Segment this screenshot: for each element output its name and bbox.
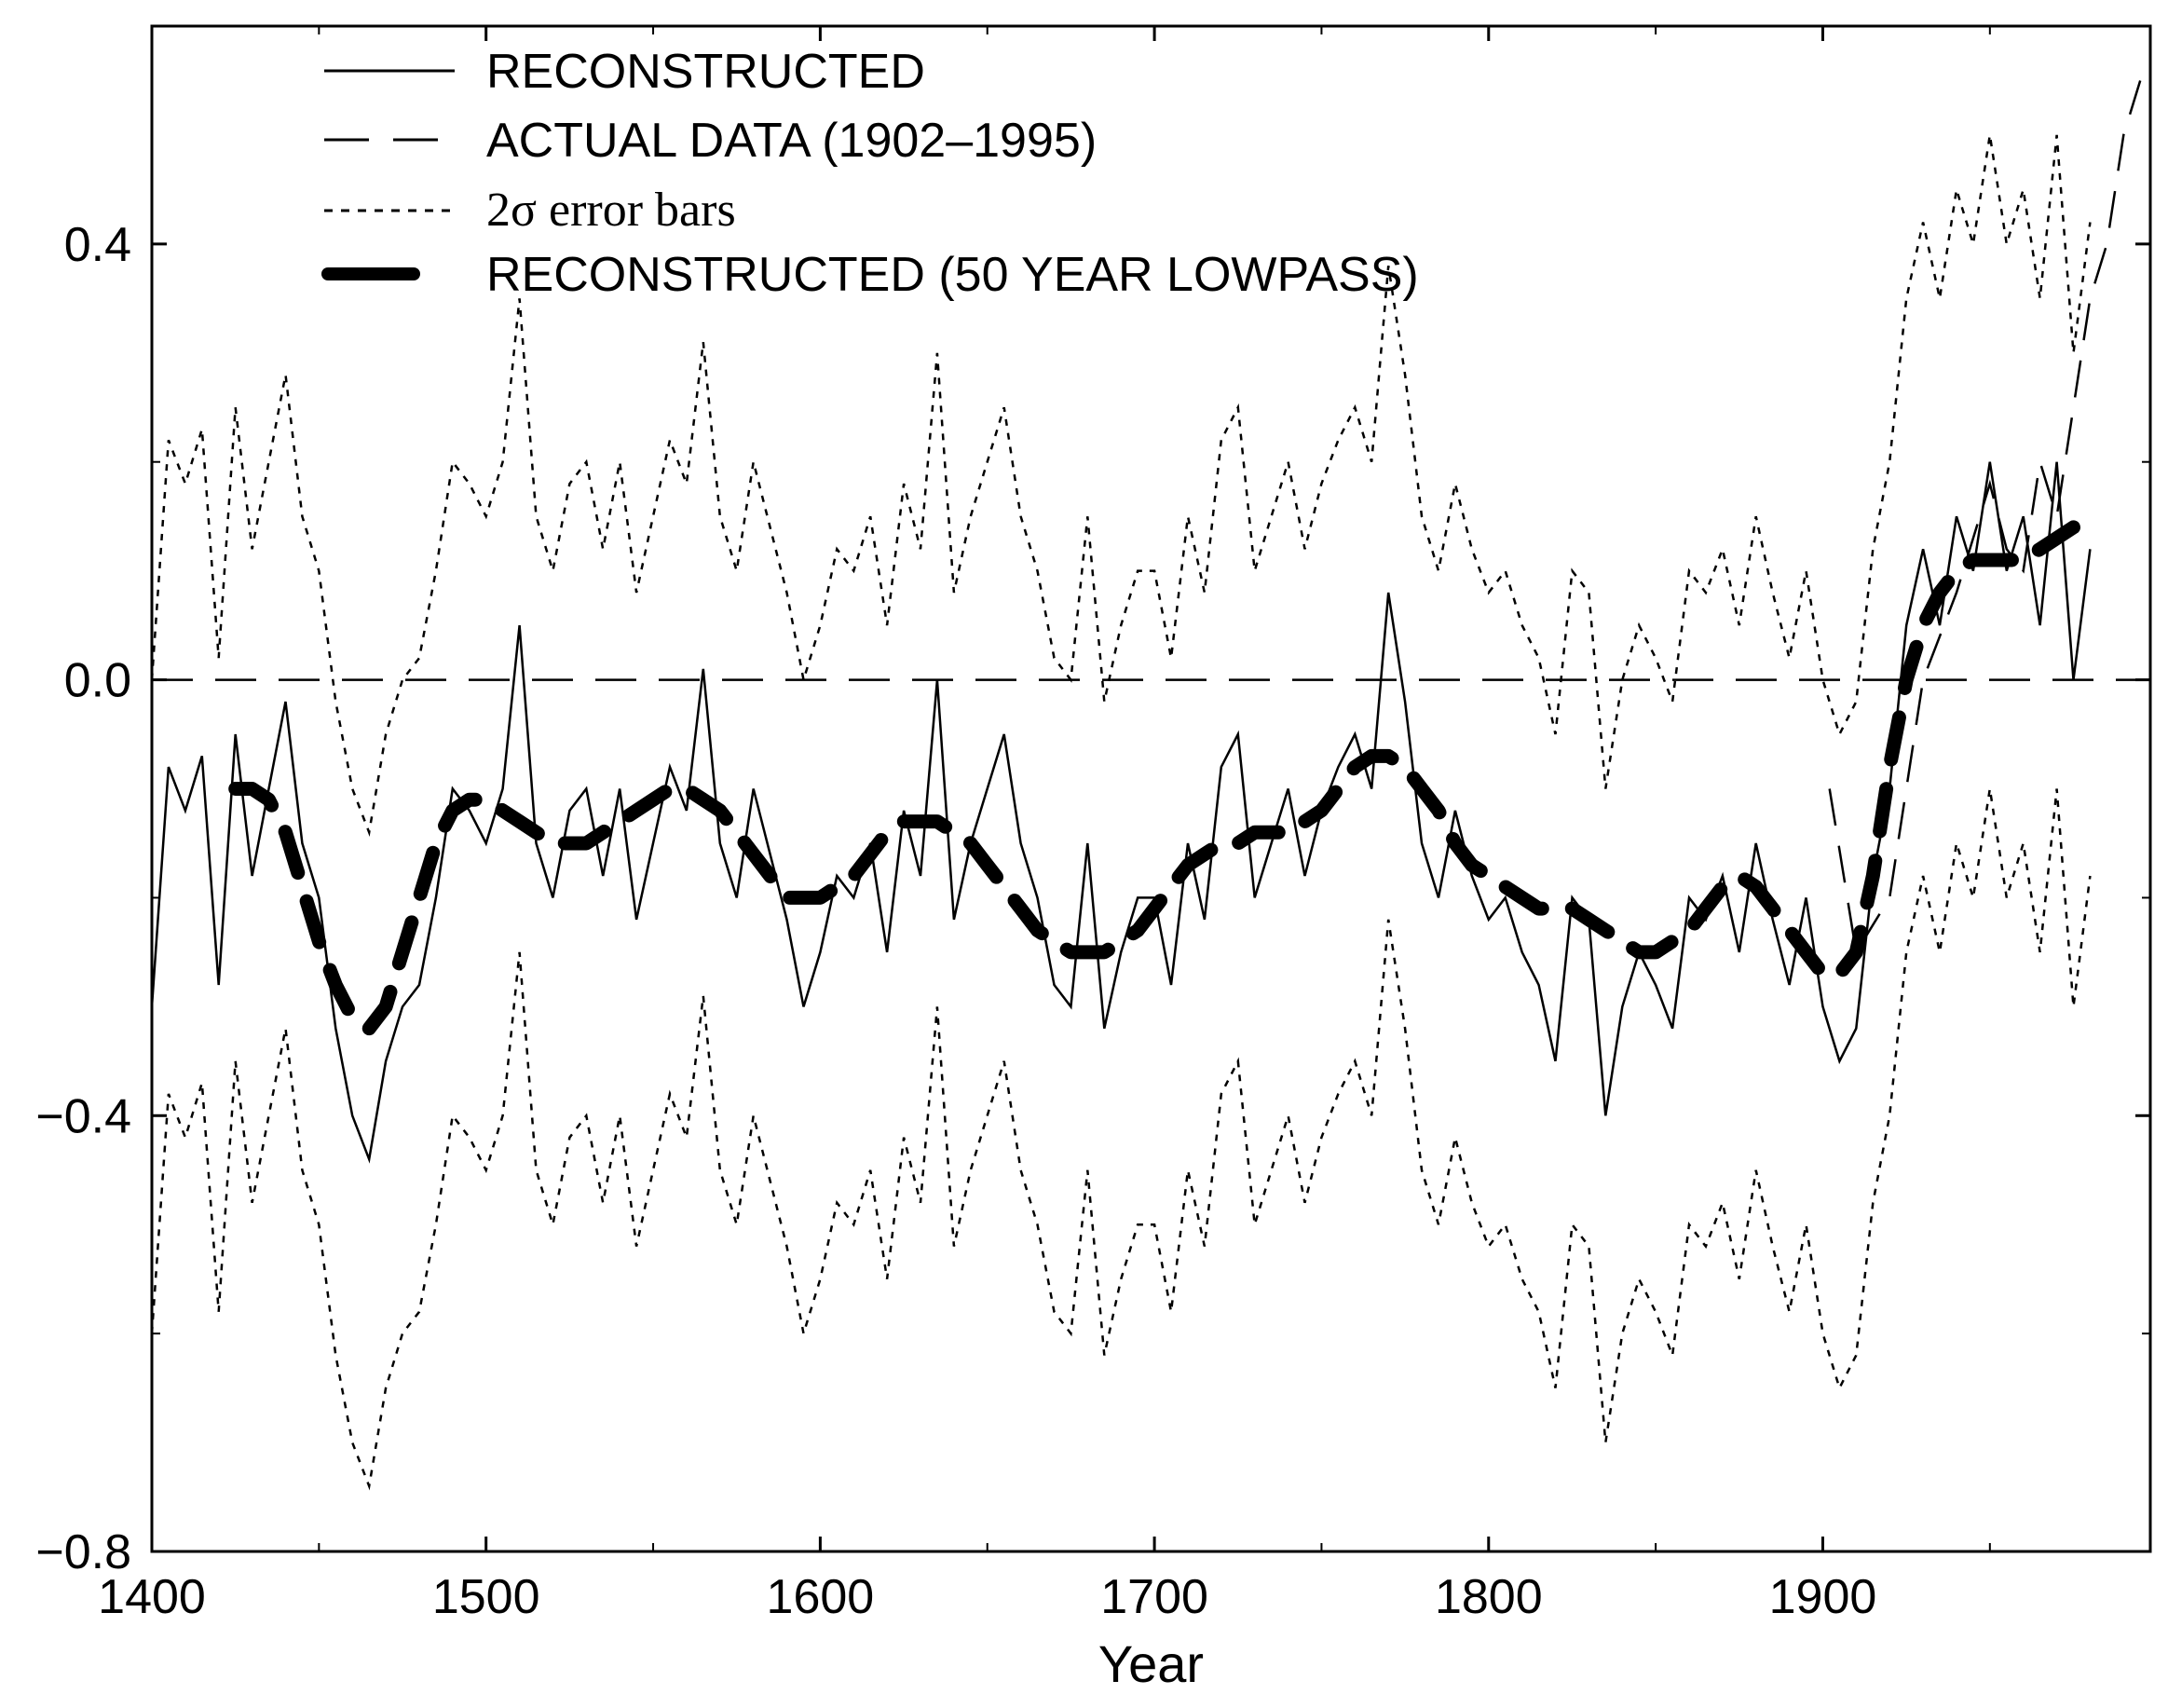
error-bars: [150, 134, 2092, 1491]
x-tick-label: 1700: [1100, 1570, 1208, 1624]
legend-label-error-bars: 2σ error bars: [486, 184, 736, 237]
legend-label-reconstructed: RECONSTRUCTED: [486, 45, 925, 99]
x-tick-label: 1600: [767, 1570, 875, 1624]
actual-data-series: [1828, 80, 2142, 956]
axis-layer: 1400 1500 1600 1700 1800 1900 −0.8 −0.4 0.0 0.4: [35, 26, 2150, 1624]
y-tick-label: −0.4: [35, 1089, 131, 1143]
legend: RECONSTRUCTED ACTUAL DATA (1902–1995) 2σ…: [321, 45, 1419, 302]
series-layer: [150, 80, 2150, 1164]
y-tick-label: 0.4: [64, 218, 131, 272]
x-tick-label: 1500: [432, 1570, 540, 1624]
legend-label-actual-data: ACTUAL DATA (1902–1995): [486, 114, 1097, 168]
x-axis-title: Year: [1098, 1634, 1204, 1693]
legend-label-lowpass: RECONSTRUCTED (50 YEAR LOWPASS): [486, 248, 1419, 302]
plot-frame: [150, 24, 2152, 1553]
error-bar-upper: [150, 134, 2092, 838]
x-tick-label: 1800: [1435, 1570, 1543, 1624]
x-tick-label: 1900: [1769, 1570, 1877, 1624]
y-tick-label: 0.0: [64, 654, 131, 708]
x-tick-label: 1400: [98, 1570, 206, 1624]
y-tick-label: −0.8: [35, 1525, 131, 1579]
lowpass-series: [228, 520, 2080, 1036]
error-bar-lower: [150, 788, 2092, 1491]
